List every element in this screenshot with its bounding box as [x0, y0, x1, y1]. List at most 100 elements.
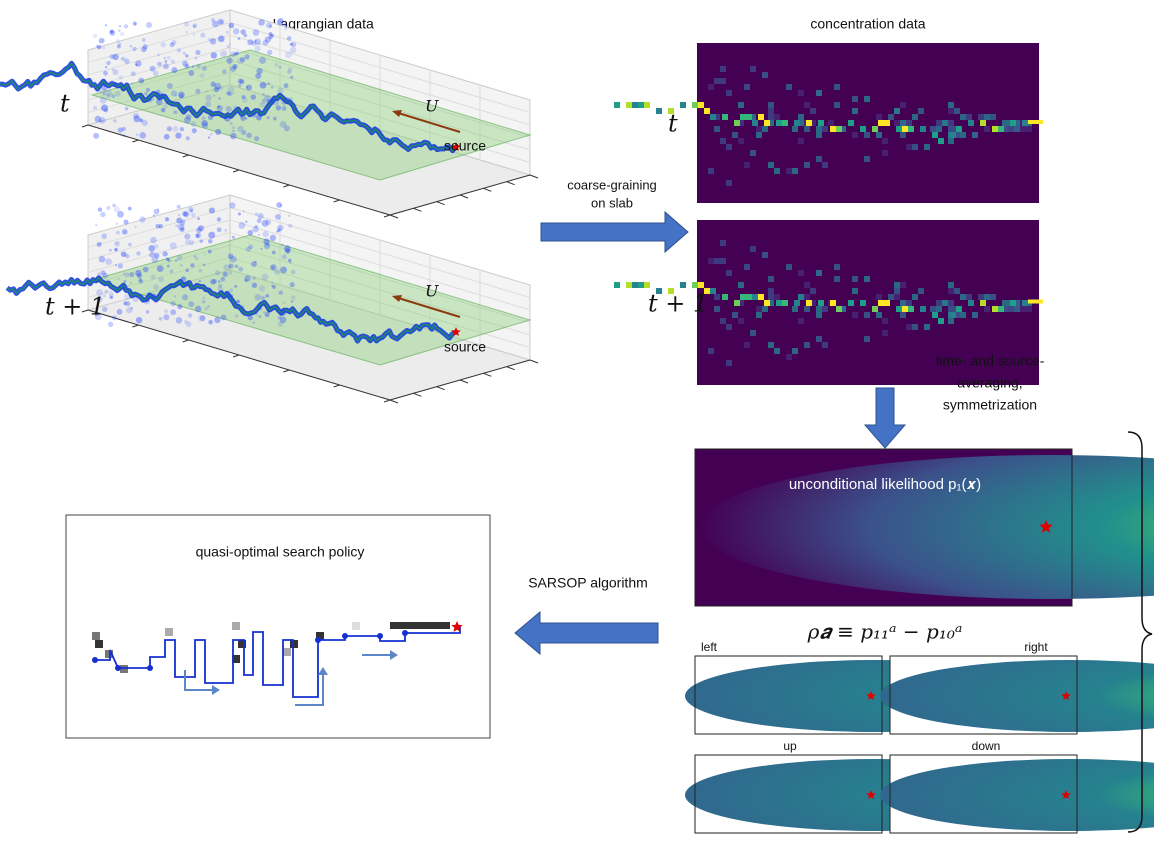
concentration-cell [872, 126, 878, 132]
plume-particle [207, 305, 210, 308]
plume-particle [175, 260, 177, 262]
plume-particle [124, 294, 130, 300]
plume-particle [117, 278, 120, 281]
concentration-cell [942, 300, 948, 306]
plume-particle [229, 289, 233, 293]
plume-particle [259, 57, 266, 64]
concentration-cell [908, 306, 914, 312]
concentration-cell [882, 330, 888, 336]
panel-title: quasi-optimal search policy [196, 544, 365, 560]
plume-particle [133, 113, 139, 119]
plume-particle [264, 95, 271, 102]
concentration-cell [726, 360, 732, 366]
plume-particle [151, 294, 157, 300]
concentration-cell [852, 108, 858, 114]
plume-particle [116, 39, 119, 42]
plume-particle [255, 73, 261, 79]
concentration-cell [816, 270, 822, 276]
axis-tick [390, 215, 398, 218]
plume-particle [252, 283, 257, 288]
plume-particle [205, 101, 211, 107]
concentration-cell [680, 102, 686, 108]
plume-particle [191, 121, 196, 126]
trajectory-point [342, 633, 348, 639]
plume-particle [271, 266, 275, 270]
plume-particle [188, 301, 194, 307]
plume-particle [208, 250, 212, 254]
plume-particle [178, 214, 180, 216]
plume-particle [280, 316, 287, 323]
plume-particle [239, 222, 246, 229]
plume-particle [291, 295, 296, 300]
concentration-cell [792, 126, 798, 132]
axis-tick [507, 182, 515, 185]
plume-particle [159, 93, 165, 99]
plume-particle [206, 288, 209, 291]
concentration-cell [632, 282, 638, 288]
concentration-cell [1002, 120, 1008, 126]
concentration-cell [954, 288, 960, 294]
plume-particle [181, 276, 186, 281]
concentration-cell [822, 306, 828, 312]
concentration-cell [774, 348, 780, 354]
plume-particle [193, 109, 196, 112]
concentration-cell [798, 318, 804, 324]
plume-particle [195, 50, 200, 55]
concentration-cell [804, 294, 810, 300]
concentration-cell [830, 300, 836, 306]
plume-particle [125, 301, 130, 306]
plume-particle [261, 274, 268, 281]
plume-particle [146, 88, 150, 92]
plume-particle [131, 307, 133, 309]
concentration-cell [912, 114, 918, 120]
plume-particle [288, 259, 291, 262]
plume-particle [266, 243, 269, 246]
concentration-cell [960, 114, 966, 120]
plume-particle [196, 232, 202, 238]
concentration-cell [638, 282, 644, 288]
plume-particle [260, 248, 262, 250]
plume-particle [290, 47, 296, 53]
concentration-cell [714, 126, 720, 132]
concentration-cell [948, 306, 954, 312]
plume-particle [285, 248, 290, 253]
plume-particle [102, 46, 105, 49]
plume-particle [137, 273, 142, 278]
concentration-cell [798, 270, 804, 276]
plume-particle [245, 221, 247, 223]
plume-particle [195, 89, 200, 94]
plume-particle [274, 63, 278, 67]
concentration-cell [920, 126, 926, 132]
plume-particle [228, 264, 232, 268]
plume-particle [131, 71, 136, 76]
concentration-cell [714, 258, 720, 264]
concentration-map [697, 43, 1039, 203]
concentration-cell [744, 162, 750, 168]
plume-particle [210, 132, 214, 136]
plume-particle [97, 45, 101, 49]
plume-particle [263, 238, 269, 244]
concentration-cell [1026, 306, 1032, 312]
time-label: t + 1 [648, 290, 708, 318]
concentration-cell [978, 114, 984, 120]
concentration-cell [948, 138, 954, 144]
concentration-cell [726, 90, 732, 96]
plume-particle [106, 90, 112, 96]
plume-particle [205, 307, 208, 310]
concentration-cell [798, 90, 804, 96]
concentration-cell [864, 156, 870, 162]
plume-particle [142, 38, 146, 42]
plume-particle [206, 90, 208, 92]
plume-particle [240, 312, 242, 314]
plume-particle [190, 263, 194, 267]
concentration-cell [852, 288, 858, 294]
concentration-cell [816, 312, 822, 318]
panel-title: concentration data [810, 16, 925, 32]
plume-particle [105, 258, 112, 265]
plume-particle [240, 29, 245, 34]
plume-particle [224, 229, 227, 232]
plume-particle [120, 32, 124, 36]
concentration-cell [1008, 306, 1014, 312]
plume-particle [202, 66, 207, 71]
plume-particle [288, 224, 292, 228]
